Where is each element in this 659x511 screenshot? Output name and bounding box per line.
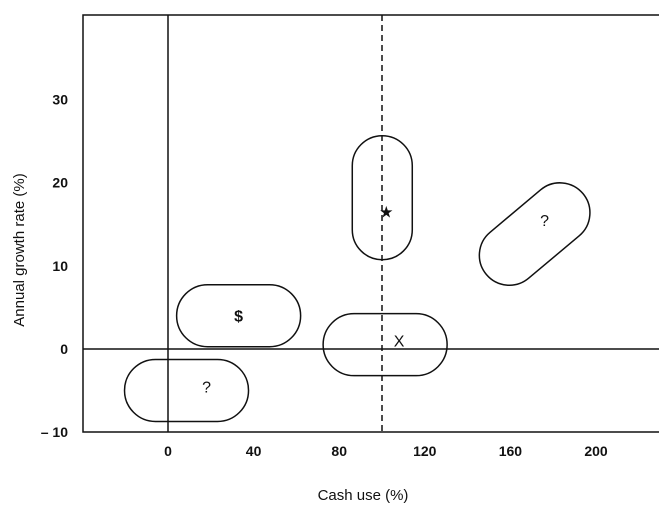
x-tick-label: 40 — [246, 443, 262, 459]
region-label: X — [394, 334, 405, 351]
region-outline — [322, 312, 448, 377]
plot-frame — [82, 14, 659, 433]
region-label: ★ — [379, 205, 393, 222]
y-tick-label: 10 — [52, 258, 68, 274]
y-tick-label: 30 — [52, 91, 68, 107]
y-tick-label: 20 — [52, 175, 68, 191]
region-outline — [351, 134, 414, 261]
y-tick-labels: – 10 0 10 20 30 — [41, 91, 68, 440]
x-tick-label: 80 — [331, 443, 347, 459]
region-outline — [123, 358, 250, 423]
region-outline — [478, 182, 591, 287]
region-label: ? — [540, 213, 549, 230]
y-axis-label: Annual growth rate (%) — [11, 173, 28, 326]
y-tick-label: – 10 — [41, 424, 68, 440]
region-label: ? — [202, 379, 211, 396]
x-tick-label: 0 — [164, 443, 172, 459]
region-outline — [175, 283, 302, 348]
x-tick-label: 200 — [584, 443, 608, 459]
y-tick-label: 0 — [60, 341, 68, 357]
region-group: ? $ ★ X? — [123, 134, 591, 423]
x-tick-labels: 0 40 80 120 160 200 — [164, 443, 608, 459]
x-tick-label: 120 — [413, 443, 437, 459]
x-axis-label: Cash use (%) — [318, 487, 409, 504]
region-label: $ — [234, 309, 243, 326]
x-tick-label: 160 — [499, 443, 523, 459]
